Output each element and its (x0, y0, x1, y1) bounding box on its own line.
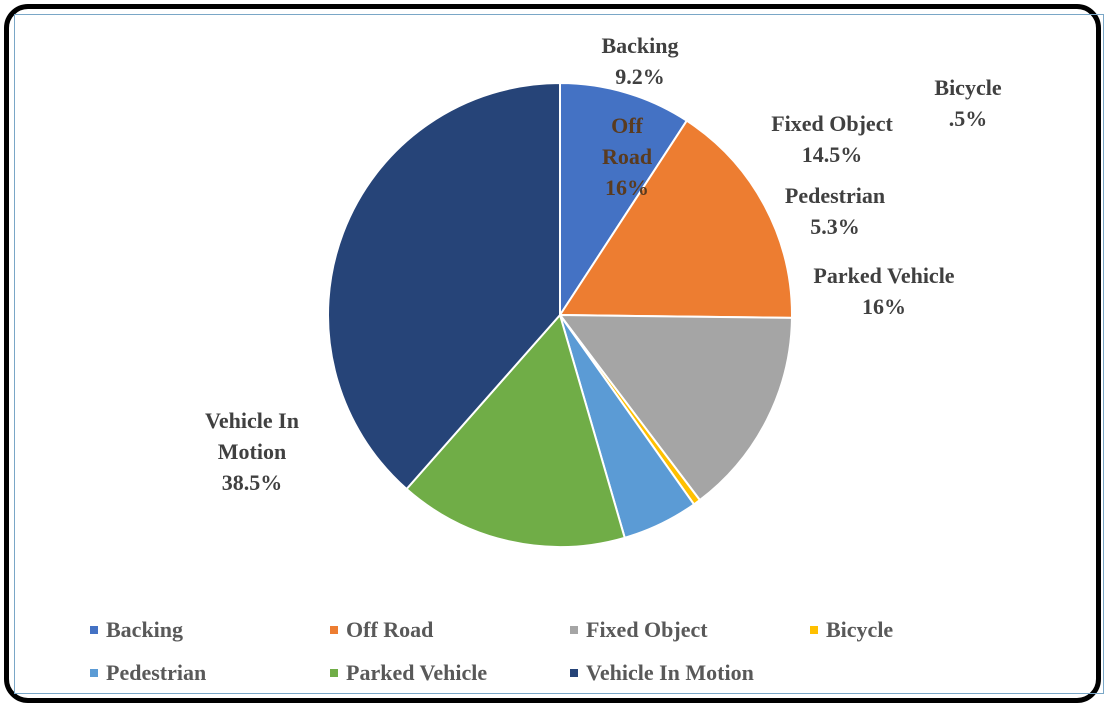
legend-swatch (330, 668, 338, 677)
legend-entry: Pedestrian (90, 660, 206, 686)
data-label-value: 16% (605, 175, 649, 200)
legend-entry: Backing (90, 617, 183, 643)
data-label-name: Backing (601, 33, 679, 58)
pie-slice (327, 81, 561, 491)
data-label-value: .5% (948, 106, 988, 131)
legend-swatch (90, 668, 98, 677)
legend-label: Fixed Object (586, 617, 708, 642)
data-label-name: Vehicle In Motion (205, 408, 299, 464)
legend-swatch (330, 625, 338, 634)
legend-label: Vehicle In Motion (586, 660, 754, 685)
data-label-name: Off Road (601, 113, 653, 169)
data-label-value: 5.3% (810, 214, 860, 239)
data-label: Fixed Object 14.5% (732, 108, 932, 170)
data-label: Backing 9.2% (560, 30, 720, 92)
data-label-name: Pedestrian (784, 183, 886, 208)
legend-entry: Off Road (330, 617, 433, 643)
data-label-value: 14.5% (801, 142, 863, 167)
data-label: Parked Vehicle 16% (774, 260, 994, 322)
legend-swatch (90, 625, 98, 634)
data-label: Pedestrian 5.3% (755, 180, 915, 242)
legend-label: Backing (106, 617, 184, 642)
data-label: Bicycle .5% (908, 72, 1028, 134)
data-label-value: 38.5% (221, 470, 283, 495)
legend-entry: Vehicle In Motion (570, 660, 754, 686)
legend-swatch (570, 668, 578, 677)
frame (4, 4, 1101, 703)
legend-label: Bicycle (826, 617, 894, 642)
data-label: Off Road 16% (592, 110, 662, 203)
legend-entry: Bicycle (810, 617, 893, 643)
legend-entry: Fixed Object (570, 617, 708, 643)
data-label-value: 9.2% (615, 64, 665, 89)
data-label-value: 16% (862, 294, 906, 319)
data-label-name: Bicycle (934, 75, 1002, 100)
chart-area (14, 14, 1104, 694)
legend-swatch (810, 625, 818, 634)
data-label-name: Parked Vehicle (813, 263, 955, 288)
pie-slice (557, 313, 793, 502)
pie-slice (405, 312, 626, 548)
pie-slice (558, 119, 793, 319)
legend-label: Parked Vehicle (346, 660, 488, 685)
legend-label: Off Road (346, 617, 434, 642)
data-label-name: Fixed Object (771, 111, 893, 136)
pie-slice (559, 81, 689, 319)
legend-label: Pedestrian (106, 660, 207, 685)
legend-swatch (570, 625, 578, 634)
legend-entry: Parked Vehicle (330, 660, 487, 686)
data-label: Vehicle In Motion 38.5% (187, 405, 317, 498)
